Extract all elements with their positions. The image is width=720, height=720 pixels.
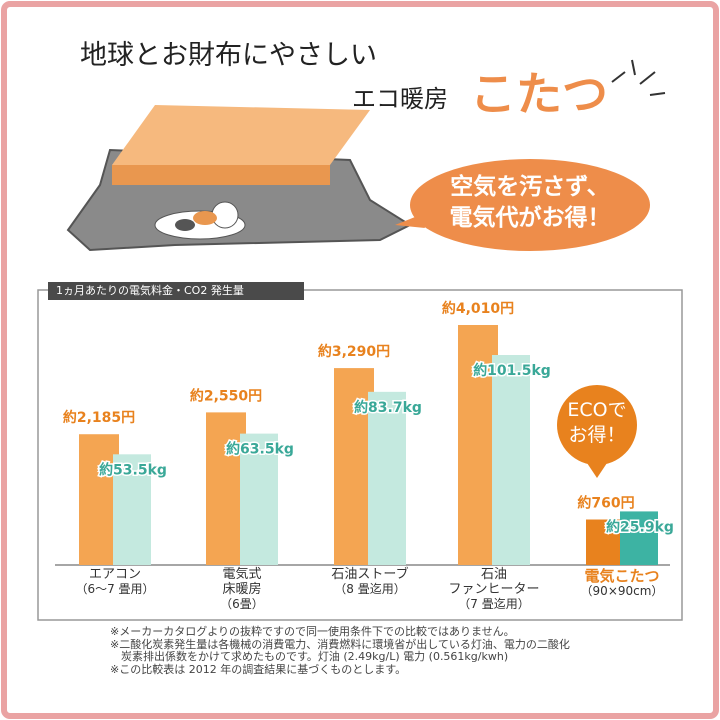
speech-bubble (410, 159, 650, 251)
category-name: 電気式 床暖房 (222, 567, 262, 597)
cat-patch (175, 219, 195, 231)
accent-line (631, 59, 636, 76)
value-label: 約53.5kg (99, 461, 167, 478)
category-note: （90×90cm） (580, 584, 664, 599)
value-label: 約3,290円 (318, 343, 390, 360)
value-label: 約2,185円 (63, 409, 135, 426)
accent-line (649, 92, 666, 96)
kotatsu-side (112, 165, 330, 185)
chart-frame (37, 289, 683, 621)
bar (79, 434, 119, 565)
category-note: （6畳） (220, 596, 264, 611)
bar (334, 368, 374, 565)
value-label: 約63.5kg (226, 441, 294, 458)
category-note: （8 畳迄用） (334, 581, 406, 596)
kotatsu-top (112, 105, 370, 165)
chart-title-tab (48, 282, 304, 300)
accent-line (639, 71, 656, 85)
title-emphasis: こたつ (470, 67, 608, 121)
value-label: 約760円 (577, 495, 634, 512)
category-label: エアコン （6～7 畳用） (55, 567, 175, 597)
category-name: エアコン (88, 567, 141, 582)
title-line2: エコ暖房 (352, 85, 448, 113)
bar (586, 519, 626, 565)
value-label: 約4,010円 (442, 300, 514, 317)
value-label: 約2,550円 (190, 387, 262, 404)
value-label: 約101.5kg (473, 362, 551, 379)
bar (240, 433, 278, 565)
title-line1: 地球とお財布にやさしい (80, 40, 377, 71)
cat-head (211, 201, 239, 229)
note: ※この比較表は 2012 年の調査結果に基づくものとします。 (110, 662, 407, 676)
chart-title: 1ヵ月あたりの電気料金・CO2 発生量 (56, 283, 244, 297)
accent-lines (611, 59, 666, 96)
callout-circle (557, 385, 637, 465)
accent-line (611, 71, 626, 83)
category-label: 電気式 床暖房 （6畳） (182, 567, 302, 612)
callout-text: ECOで お得！ (567, 399, 627, 446)
value-label: 約25.9kg (606, 518, 674, 535)
notes: ※メーカーカタログよりの抜粋ですので同一使用条件下での比較ではありません。 ※二酸… (110, 625, 570, 677)
category-note: （7 畳迄用） (458, 596, 530, 611)
bar (368, 391, 406, 565)
bar (458, 325, 498, 565)
bar (206, 412, 246, 565)
category-name: 電気こたつ (584, 567, 660, 585)
cat-patch (193, 211, 217, 225)
category-note: （6～7 畳用） (75, 581, 155, 596)
note: ※メーカーカタログよりの抜粋ですので同一使用条件下での比較ではありません。 (110, 625, 515, 638)
category-name: 石油 ファンヒーター (448, 567, 540, 597)
category-label: 電気こたつ （90×90cm） (562, 567, 682, 599)
bar (620, 511, 658, 565)
note: ※二酸化炭素発生量は各機械の消費電力、消費燃料に環境省が出している灯油、電力の二… (110, 637, 570, 664)
category-name: 石油ストーブ (331, 567, 409, 582)
category-label: 石油ストーブ （8 畳迄用） (310, 567, 430, 597)
value-label: 約83.7kg (354, 399, 422, 416)
category-label: 石油 ファンヒーター （7 畳迄用） (434, 567, 554, 612)
bar (113, 454, 151, 565)
speech-text: 空気を汚さず、 電気代がお得！ (449, 174, 611, 232)
bar (492, 355, 530, 565)
